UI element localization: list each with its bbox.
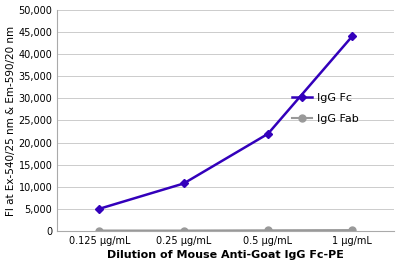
- IgG Fab: [181, 229, 186, 232]
- Y-axis label: FI at Ex-540/25 nm & Em-590/20 nm: FI at Ex-540/25 nm & Em-590/20 nm: [6, 26, 16, 215]
- IgG Fc: [266, 132, 270, 135]
- Line: IgG Fab: IgG Fab: [96, 227, 356, 234]
- Line: IgG Fc: IgG Fc: [96, 33, 356, 212]
- IgG Fc: [97, 207, 102, 210]
- IgG Fab: [266, 229, 270, 232]
- IgG Fc: [350, 35, 355, 38]
- IgG Fab: [97, 229, 102, 232]
- IgG Fc: [181, 182, 186, 185]
- IgG Fab: [350, 228, 355, 232]
- Legend: IgG Fc, IgG Fab: IgG Fc, IgG Fab: [292, 93, 358, 124]
- X-axis label: Dilution of Mouse Anti-Goat IgG Fc-PE: Dilution of Mouse Anti-Goat IgG Fc-PE: [107, 251, 344, 260]
